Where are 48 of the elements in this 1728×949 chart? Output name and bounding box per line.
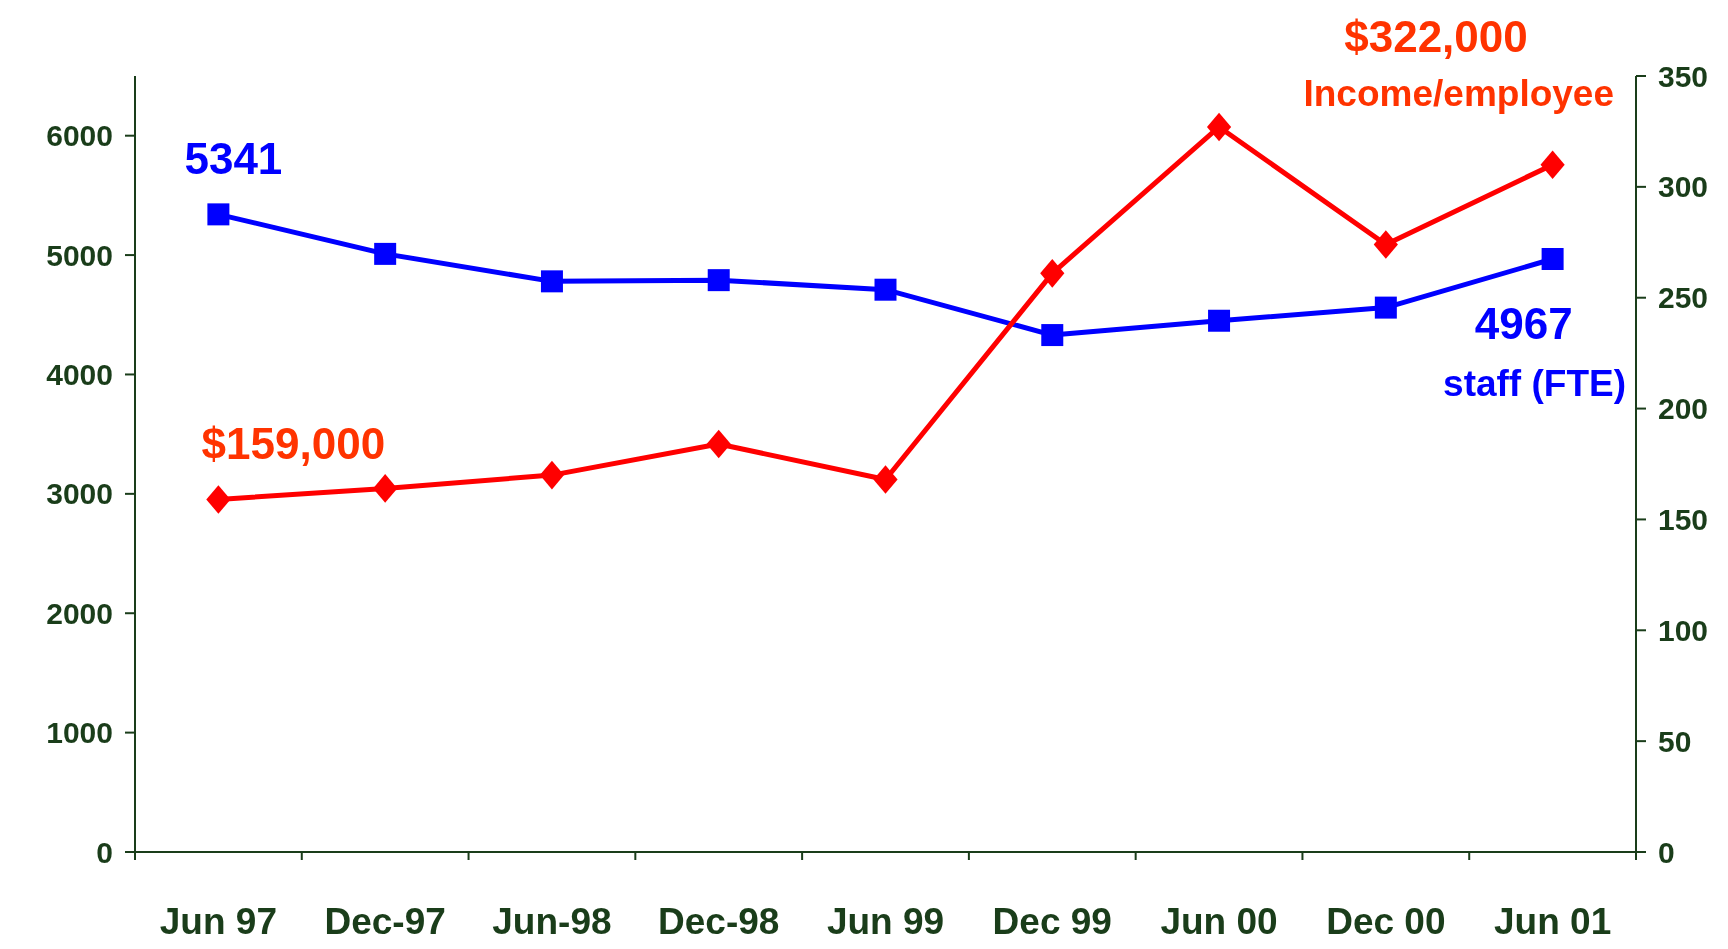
y-tick-label: 3000	[46, 477, 113, 511]
data-label: 4967	[1474, 299, 1573, 349]
y-tick-label: 1000	[46, 716, 113, 750]
x-tick-label: Jun 97	[159, 901, 277, 942]
point	[539, 460, 565, 490]
point	[206, 485, 231, 514]
x-tick-label: Jun 99	[826, 901, 945, 942]
point	[1373, 230, 1398, 259]
y2-tick-label: 100	[1658, 613, 1709, 647]
point	[1541, 248, 1564, 271]
point	[1040, 259, 1065, 288]
point	[873, 465, 898, 494]
point	[1206, 112, 1232, 142]
point	[374, 242, 397, 265]
x-tick-label: Dec-97	[324, 901, 446, 942]
point	[874, 278, 897, 301]
point	[207, 203, 230, 226]
point	[1540, 150, 1565, 179]
x-tick-label: Dec 99	[992, 901, 1112, 942]
x-tick-label: Jun 01	[1494, 901, 1612, 942]
y2-tick-label: 150	[1658, 502, 1709, 536]
y2-tick-label: 250	[1658, 281, 1709, 315]
y2-tick-label: 0	[1658, 835, 1675, 869]
y2-tick-label: 350	[1658, 59, 1709, 93]
x-tick-label: Jun-98	[492, 901, 612, 942]
point	[1374, 296, 1397, 319]
point	[1208, 309, 1231, 332]
annotation: $159,000	[201, 419, 386, 469]
y-tick-label: 0	[96, 835, 113, 869]
y2-tick-label: 300	[1658, 170, 1709, 204]
text: $322,000	[1344, 12, 1528, 61]
x-tick-label: Dec-98	[658, 901, 780, 942]
series-label: staff (FTE)	[1443, 363, 1626, 405]
x-tick-label: Dec 00	[1326, 901, 1446, 942]
y-tick-label: 5000	[46, 238, 113, 272]
point	[706, 429, 731, 459]
y2-tick-label: 50	[1658, 724, 1692, 758]
y2-tick-label: 200	[1658, 392, 1709, 426]
y-tick-label: 4000	[46, 357, 113, 391]
point	[540, 270, 563, 293]
data-label: 5341	[184, 134, 283, 184]
series-label: Income/employee	[1303, 73, 1614, 114]
y-tick-label: 6000	[46, 119, 113, 153]
x-tick-label: Jun 00	[1160, 901, 1278, 942]
point	[1041, 324, 1064, 347]
point	[707, 269, 730, 292]
y-tick-label: 2000	[46, 596, 113, 630]
point	[373, 474, 398, 503]
